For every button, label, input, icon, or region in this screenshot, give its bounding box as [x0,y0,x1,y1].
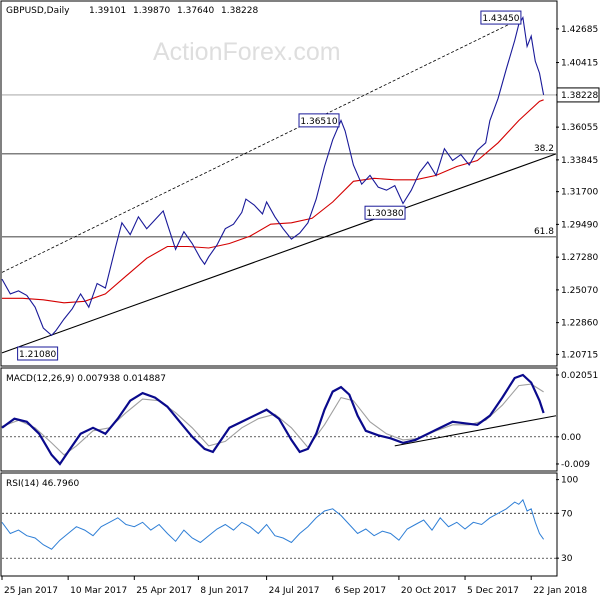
price-y-tick-label: 1.36055 [561,123,598,133]
price-callout-label: 1.36510 [300,117,337,127]
macd-y-tick-label: 0.02051 [561,371,598,381]
x-tick-label: 25 Apr 2017 [136,586,192,596]
macd-line [1,373,545,466]
price-panel-frame [0,0,558,367]
x-tick-label: 25 Jan 2017 [4,586,58,596]
macd-signal-line [1,383,544,456]
price-y-tick-label: 1.20715 [561,350,598,360]
lower-trendline [1,153,557,354]
price-y-tick-label: 1.40415 [561,59,598,69]
price-y-tick-label: 1.25070 [561,286,598,296]
x-tick-label: 24 Jul 2017 [269,586,320,596]
ohlc-high: 1.39870 [133,6,170,16]
price-y-tick-label: 1.33845 [561,156,598,166]
rsi-label: RSI(14) 46.7960 [6,479,79,489]
rsi-line [1,498,545,550]
macd-panel-frame [0,367,558,472]
axes: 1.42685 1.40415 1.38228 1.36055 1.33845 1.317… [1,25,600,596]
price-y-tick-label: 1.29490 [561,220,598,230]
rsi-y-tick-label: 30 [561,554,573,564]
rsi-panel-frame [0,472,558,577]
price-callout-box [17,346,59,361]
price-callout-label: 1.30380 [366,209,403,219]
ohlc-low: 1.37640 [177,6,214,16]
price-line [1,16,545,337]
x-tick-label: 20 Oct 2017 [401,586,457,596]
price-y-tick-label: 1.31700 [561,188,598,198]
macd-plot [1,373,557,466]
x-tick-label: 6 Sep 2017 [335,586,386,596]
fibo-label: 61.8 [534,227,554,237]
fibo-label: 38.2 [534,144,554,154]
rsi-y-tick-label: 70 [561,509,573,519]
price-y-tick-label: 1.38228 [561,91,598,101]
chart-title: GBPUSD,Daily [6,6,70,16]
macd-label: MACD(12,26,9) 0.007938 0.014887 [6,374,166,384]
price-callout-label: 1.21080 [19,350,56,360]
moving-average-line [2,99,544,304]
ohlc-open: 1.39101 [89,6,126,16]
price-plot: 38.2 61.8 1.43450 1.36510 1.30380 1.21080 [1,10,557,361]
x-tick-label: 8 Jun 2017 [200,586,248,596]
price-callout-label: 1.43450 [482,14,519,24]
x-tick-label: 10 Mar 2017 [70,586,127,596]
x-tick-label: 5 Dec 2017 [467,586,519,596]
price-y-tick-label: 1.22860 [561,319,598,329]
price-callout-box [364,205,406,220]
price-y-tick-label: 1.27280 [561,253,598,263]
rsi-plot [1,498,556,559]
price-callout-box [298,113,340,128]
price-y-tick-label: 1.42685 [561,25,598,35]
macd-y-tick-label: -0.009 [561,460,590,470]
macd-y-tick-label: 0.00 [561,433,581,443]
watermark: ActionForex.com [153,38,341,66]
x-tick-label: 22 Jan 2018 [533,586,587,596]
ohlc-close: 1.38228 [221,6,258,16]
macd-trendline [394,415,557,447]
rsi-y-tick-label: 100 [561,476,578,486]
upper-channel-line [1,17,524,273]
current-price-tag [556,87,600,103]
price-callout-box [480,10,522,25]
